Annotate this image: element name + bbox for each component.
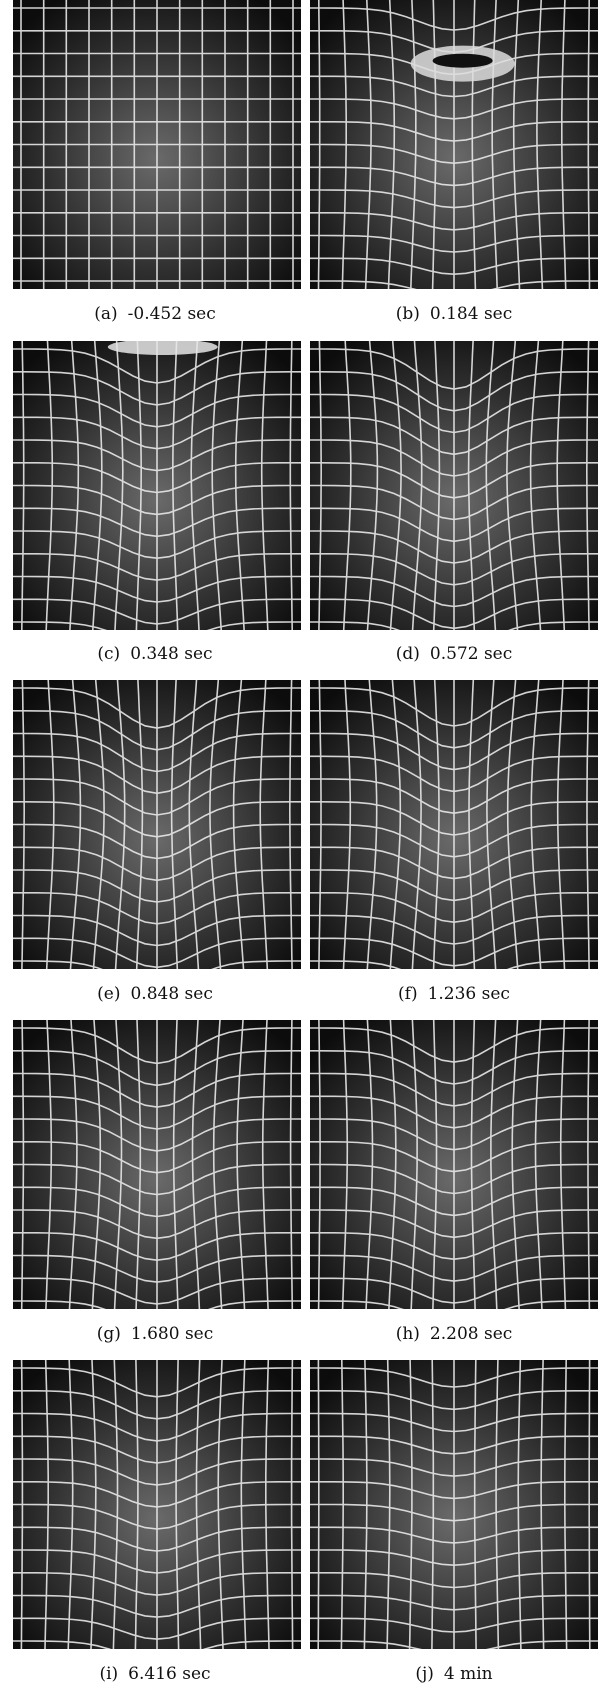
caption-e-time: 0.848 sec [130,984,213,1004]
photo-panel-j [310,1360,598,1649]
photo-panel-f [310,680,598,969]
caption-d: (d) 0.572 sec [304,643,604,665]
caption-e-label: (e) [97,984,121,1004]
caption-c-label: (c) [97,644,121,664]
caption-d-label: (d) [395,644,420,664]
grid-lines-f [310,680,598,969]
caption-b-label: (b) [395,304,420,324]
caption-a: (a) -0.452 sec [5,303,305,325]
caption-g-time: 1.680 sec [130,1324,214,1344]
photo-panel-i [13,1360,301,1649]
caption-h: (h) 2.208 sec [304,1323,604,1345]
caption-i-time: 6.416 sec [128,1664,211,1684]
caption-h-time: 2.208 sec [429,1324,513,1344]
caption-f-label: (f) [398,984,418,1004]
photo-panel-g [13,1020,301,1309]
grid-lines-h [310,1020,598,1309]
caption-d-time: 0.572 sec [429,644,513,664]
grid-lines-g [13,1020,301,1309]
caption-e: (e) 0.848 sec [5,983,305,1005]
grid-lines-i [13,1360,301,1649]
grid-lines-b [310,0,598,289]
caption-j: (j) 4 min [304,1663,604,1685]
caption-c: (c) 0.348 sec [5,643,305,665]
caption-a-time: -0.452 sec [127,304,216,324]
photo-panel-e [13,680,301,969]
caption-c-time: 0.348 sec [130,644,213,664]
caption-j-label: (j) [415,1664,434,1684]
photo-panel-c [13,341,301,630]
photo-panel-d [310,341,598,630]
caption-f: (f) 1.236 sec [304,983,604,1005]
caption-i: (i) 6.416 sec [5,1663,305,1685]
grid-lines-e [13,680,301,969]
photo-panel-h [310,1020,598,1309]
photo-panel-b [310,0,598,289]
grid-lines-d [310,341,598,630]
caption-g-label: (g) [96,1324,121,1344]
caption-g: (g) 1.680 sec [5,1323,305,1345]
grid-lines-a [13,0,301,289]
grid-lines-c [13,341,301,630]
caption-f-time: 1.236 sec [427,984,510,1004]
caption-a-label: (a) [94,304,118,324]
photo-panel-a [13,0,301,289]
caption-h-label: (h) [395,1324,420,1344]
caption-b-time: 0.184 sec [429,304,513,324]
grid-lines-j [310,1360,598,1649]
caption-b: (b) 0.184 sec [304,303,604,325]
caption-j-time: 4 min [443,1664,493,1684]
caption-i-label: (i) [99,1664,119,1684]
